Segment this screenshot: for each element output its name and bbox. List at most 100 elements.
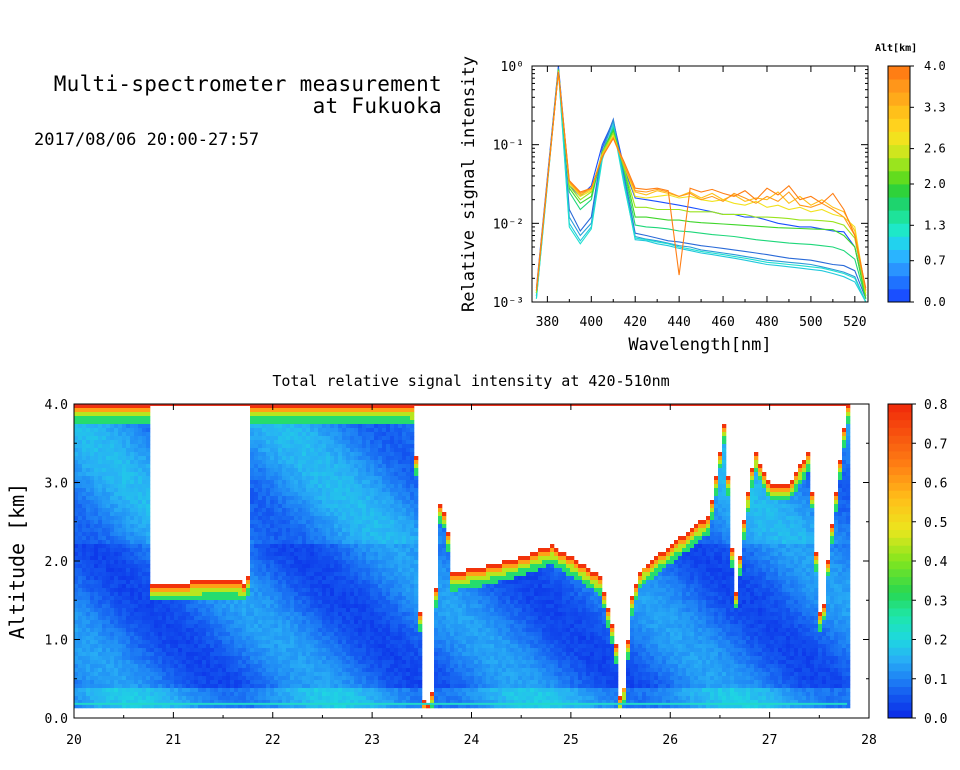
- heatmap-cell: [350, 588, 355, 593]
- heatmap-cell: [110, 516, 115, 521]
- heatmap-cell: [334, 540, 339, 545]
- heatmap-cell: [258, 612, 263, 617]
- heatmap-cell: [122, 592, 127, 597]
- heatmap-cell: [122, 684, 127, 689]
- heatmap-cell: [290, 664, 295, 669]
- heatmap-cell: [374, 592, 379, 597]
- heatmap-cell: [126, 472, 131, 477]
- heatmap-cell: [254, 568, 259, 573]
- heatmap-cell: [238, 580, 243, 585]
- heatmap-cell: [278, 656, 283, 661]
- heatmap-cell: [262, 440, 267, 445]
- heatmap-cell: [286, 516, 291, 521]
- heatmap-cell: [106, 612, 111, 617]
- heatmap-cell: [98, 660, 103, 665]
- heatmap-cell: [374, 672, 379, 677]
- heatmap-cell: [110, 532, 115, 537]
- heatmap-cell: [258, 596, 263, 601]
- heatmap-cell: [214, 584, 219, 589]
- heatmap-cell: [358, 660, 363, 665]
- heatmap-cell: [326, 464, 331, 469]
- heatmap-cell: [138, 536, 143, 541]
- heatmap-cell: [258, 620, 263, 625]
- heatmap-cell: [234, 608, 239, 613]
- heatmap-cell: [86, 600, 91, 605]
- heatmap-cell: [102, 412, 107, 417]
- heatmap-cell: [234, 612, 239, 617]
- heatmap-cell: [266, 676, 271, 681]
- heatmap-cell: [130, 616, 135, 621]
- heatmap-cell: [234, 596, 239, 601]
- heatmap-cell: [94, 556, 99, 561]
- heatmap-cell: [134, 528, 139, 533]
- heatmap-cell: [270, 524, 275, 529]
- heatmap-cell: [298, 616, 303, 621]
- heatmap-cell: [298, 568, 303, 573]
- heatmap-cell: [318, 576, 323, 581]
- heatmap-cell: [126, 628, 131, 633]
- heatmap-cell: [86, 688, 91, 693]
- heatmap-cell: [174, 680, 179, 685]
- heatmap-cell: [306, 500, 311, 505]
- heatmap-cell: [346, 636, 351, 641]
- heatmap-cell: [294, 596, 299, 601]
- heatmap-cell: [342, 648, 347, 653]
- heatmap-cell: [322, 516, 327, 521]
- heatmap-cell: [322, 688, 327, 693]
- heatmap-cell: [358, 440, 363, 445]
- heatmap-cell: [238, 652, 243, 657]
- heatmap-cell: [290, 640, 295, 645]
- heatmap-cell: [322, 468, 327, 473]
- heatmap-cell: [126, 492, 131, 497]
- heatmap-cell: [298, 580, 303, 585]
- heatmap-cell: [326, 456, 331, 461]
- heatmap-cell: [298, 588, 303, 593]
- heatmap-cell: [166, 624, 171, 629]
- heatmap-cell: [82, 440, 87, 445]
- heatmap-cell: [338, 524, 343, 529]
- heatmap-cell: [382, 440, 387, 445]
- heatmap-cell: [366, 492, 371, 497]
- heatmap-cell: [138, 704, 143, 709]
- heatmap-cell: [270, 700, 275, 705]
- heatmap-cell: [302, 600, 307, 605]
- heatmap-cell: [258, 660, 263, 665]
- heatmap-cell: [146, 476, 151, 481]
- heatmap-cell: [290, 476, 295, 481]
- heatmap-cell: [130, 696, 135, 701]
- heatmap-cell: [382, 704, 387, 709]
- heatmap-cell: [154, 640, 159, 645]
- heatmap-cell: [178, 644, 183, 649]
- heatmap-cell: [358, 580, 363, 585]
- heatmap-cell: [94, 512, 99, 517]
- heatmap-cell: [178, 664, 183, 669]
- heatmap-cell: [130, 404, 135, 409]
- heatmap-cell: [86, 596, 91, 601]
- heatmap-cell: [162, 632, 167, 637]
- heatmap-cell: [206, 652, 211, 657]
- heatmap-cell: [78, 580, 83, 585]
- heatmap-cell: [146, 688, 151, 693]
- heatmap-cell: [94, 620, 99, 625]
- heatmap-cell: [202, 656, 207, 661]
- heatmap-cell: [242, 656, 247, 661]
- heatmap-cell: [134, 620, 139, 625]
- heatmap-cell: [242, 700, 247, 705]
- heatmap-cell: [346, 692, 351, 697]
- heatmap-cell: [278, 588, 283, 593]
- heatmap-cell: [118, 588, 123, 593]
- heatmap-cell: [78, 624, 83, 629]
- heatmap-cell: [370, 472, 375, 477]
- heatmap-cell: [294, 648, 299, 653]
- heatmap-cell: [258, 480, 263, 485]
- heatmap-cell: [346, 580, 351, 585]
- heatmap-cell: [262, 404, 267, 409]
- heatmap-cell: [194, 672, 199, 677]
- heatmap-cell: [102, 576, 107, 581]
- heatmap-cell: [126, 680, 131, 685]
- heatmap-cell: [90, 672, 95, 677]
- heatmap-cell: [310, 648, 315, 653]
- heatmap-cell: [254, 600, 259, 605]
- heatmap-cell: [278, 584, 283, 589]
- heatmap-cell: [334, 668, 339, 673]
